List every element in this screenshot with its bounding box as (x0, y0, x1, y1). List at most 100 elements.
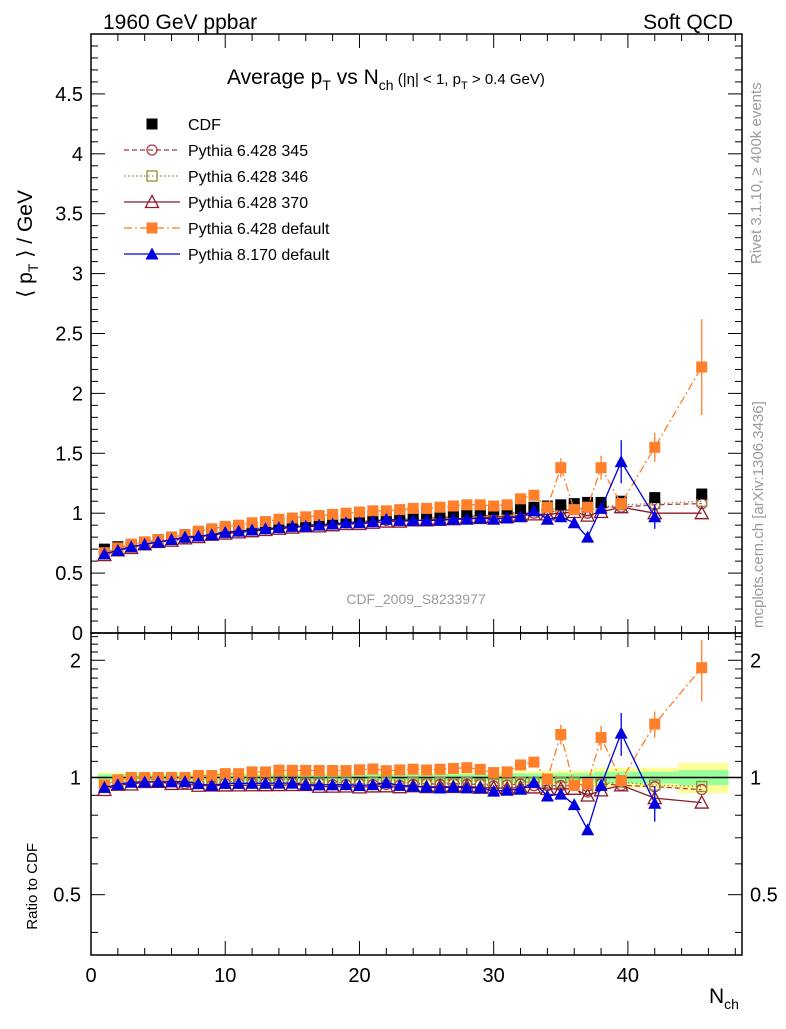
ratio-data-point (394, 764, 406, 776)
ratio-data-point (460, 781, 474, 794)
data-point (394, 504, 406, 516)
ratio-data-point (421, 764, 433, 776)
ratio-data-point (245, 776, 259, 789)
data-point (447, 507, 459, 519)
legend-label: CDF (188, 117, 221, 134)
data-point (447, 500, 459, 512)
series-ratio-line (104, 731, 656, 832)
ratio-data-point (540, 789, 554, 802)
ratio-data-point (500, 783, 514, 796)
ratio-data-point (232, 776, 246, 789)
rivet-version-label: Rivet 3.1.10, ≥ 400k events (748, 82, 765, 264)
ratio-data-point (151, 775, 165, 788)
legend-label: Pythia 6.428 default (188, 221, 330, 238)
ratio-plot-data (96, 639, 710, 836)
data-point (615, 498, 627, 510)
legend-label: Pythia 6.428 346 (188, 169, 308, 186)
ratio-data-point (434, 763, 446, 775)
legend-marker (145, 247, 159, 260)
ratio-data-point (595, 732, 607, 744)
data-point (272, 521, 286, 534)
x-tick-label: 40 (617, 965, 639, 987)
ratio-data-point (206, 770, 218, 782)
data-point (568, 504, 580, 516)
ratio-data-point (694, 794, 710, 809)
ratio-data-point (312, 778, 326, 791)
ratio-data-point (433, 781, 447, 794)
data-point (366, 515, 380, 528)
ratio-data-point (205, 779, 219, 792)
y-tick-label: 0 (72, 623, 83, 645)
data-point (232, 524, 246, 537)
data-point (312, 518, 326, 531)
data-point (527, 504, 541, 517)
data-point (178, 530, 192, 543)
ratio-data-point (420, 780, 434, 793)
data-point (340, 507, 352, 519)
ratio-data-point (447, 762, 459, 774)
ratio-data-point (273, 764, 285, 776)
series-ratio-line (104, 667, 703, 787)
data-point (514, 510, 528, 523)
data-point (111, 543, 125, 556)
main-y-axis-label: ⟨ pT ⟩ / GeV (14, 190, 41, 298)
data-point (434, 507, 446, 519)
y-tick-label: 0.5 (55, 563, 83, 585)
data-point (300, 511, 312, 523)
ratio-data-point (473, 781, 487, 794)
ratio-data-point (352, 779, 366, 792)
ratio-data-point (515, 759, 527, 771)
ratio-data-point (258, 776, 272, 789)
data-point (421, 502, 433, 514)
data-point (649, 492, 661, 504)
ratio-data-point (488, 767, 500, 779)
data-point (567, 516, 581, 529)
ratio-data-point (326, 778, 340, 791)
data-point (367, 505, 379, 517)
ratio-data-point (580, 787, 596, 802)
ratio-y-tick-label: 2 (750, 650, 761, 672)
ratio-data-point (192, 769, 204, 781)
ratio-data-point (393, 778, 407, 791)
ratio-data-point (272, 776, 286, 789)
data-point (218, 525, 232, 538)
x-tick-label: 20 (348, 965, 370, 987)
data-point (515, 502, 527, 514)
ratio-data-point (555, 728, 567, 740)
data-point (446, 512, 460, 525)
ratio-y-axis-label: Ratio to CDF (24, 843, 41, 930)
data-point (541, 501, 553, 513)
ratio-data-point (165, 775, 179, 788)
data-point (595, 462, 607, 474)
legend-marker (146, 144, 158, 156)
data-point (594, 501, 608, 514)
data-point (151, 535, 165, 548)
data-point (246, 517, 258, 529)
ratio-y-tick-label: 2 (70, 650, 81, 672)
ratio-data-point (582, 778, 594, 790)
data-point (555, 499, 567, 511)
ratio-data-point (648, 796, 662, 809)
ratio-data-point (97, 780, 111, 793)
header-left: 1960 GeV ppbar (103, 11, 257, 34)
data-point (540, 512, 554, 525)
data-point (353, 506, 365, 518)
data-point (313, 510, 325, 522)
legend-marker (146, 222, 158, 234)
series-line (104, 460, 656, 555)
ratio-data-point (353, 764, 365, 776)
data-point (97, 547, 111, 560)
ratio-data-point (218, 776, 232, 789)
ratio-data-point (514, 782, 528, 795)
data-point (352, 516, 366, 529)
data-point (191, 529, 205, 542)
ratio-data-point (461, 762, 473, 774)
ratio-data-point (285, 776, 299, 789)
data-point (286, 512, 298, 524)
header-right: Soft QCD (643, 11, 733, 34)
data-point (433, 513, 447, 526)
data-point (461, 506, 473, 518)
data-point (258, 522, 272, 535)
y-tick-label: 1.5 (55, 443, 83, 465)
